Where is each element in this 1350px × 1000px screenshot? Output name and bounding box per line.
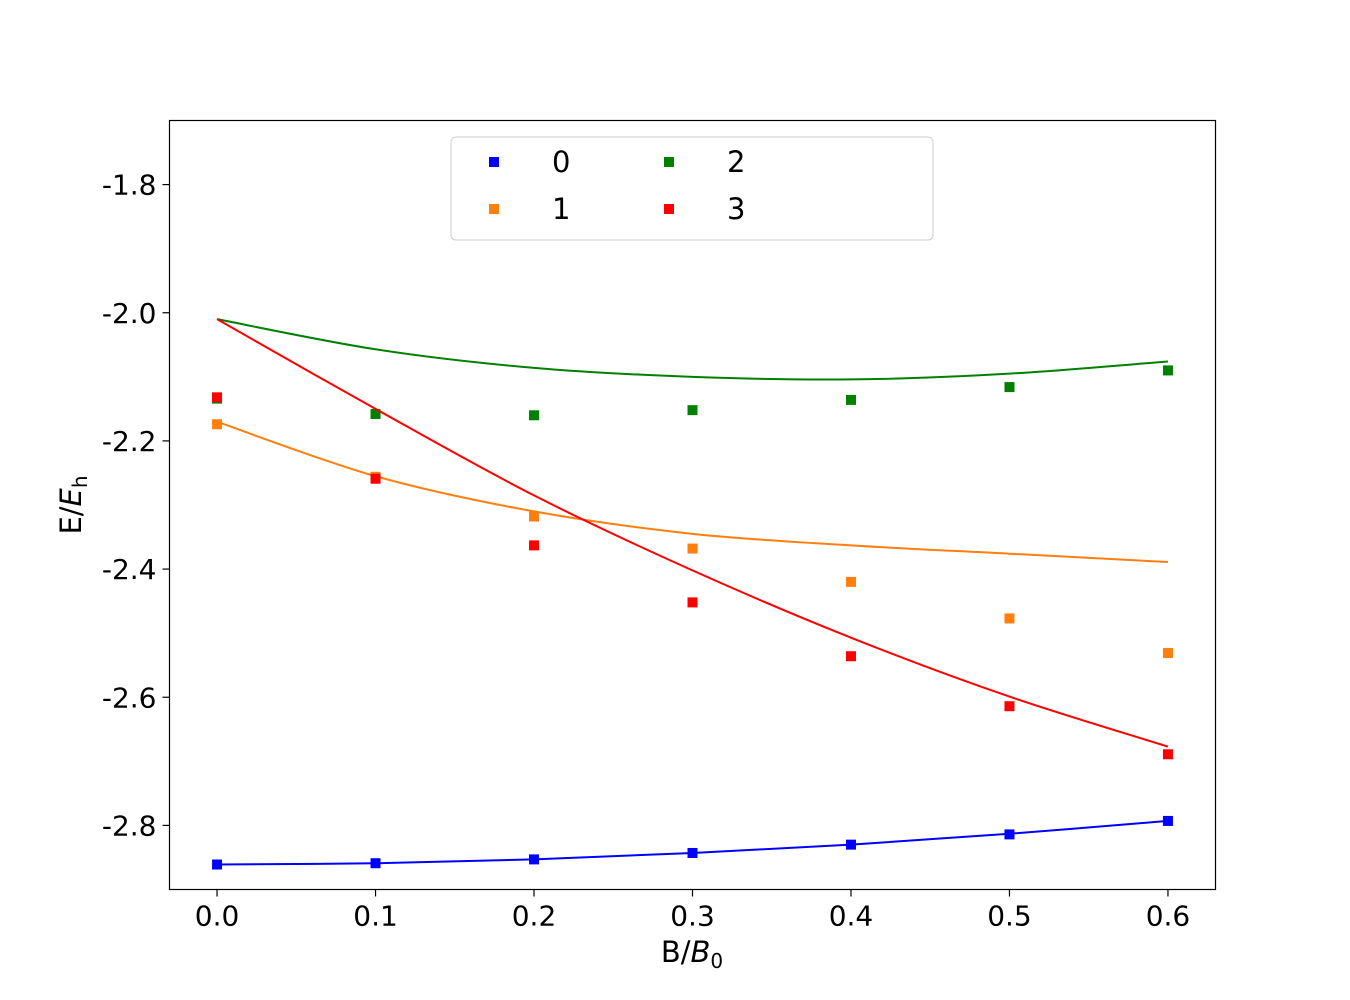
series-0-point [1162,815,1173,826]
series-3-line [216,318,1169,748]
x-axis-label-var: B [691,935,711,969]
x-tick-label: 0.1 [353,900,398,933]
series-2-point [1162,365,1173,376]
x-axis-label: B/B0 [661,935,723,973]
series-3-point [370,473,381,484]
x-tick-label: 0.3 [670,900,715,933]
series-3-point [212,392,223,403]
legend: 0 1 2 3 [450,136,934,241]
series-2-point [370,409,381,420]
series-3-point [1162,749,1173,760]
series-3-point [687,597,698,608]
x-tick-label: 0.0 [195,900,240,933]
series-1-point [529,511,540,522]
y-tick-label: -2.4 [102,553,157,586]
series-2-point [845,394,856,405]
y-axis-label-sub: h [68,475,92,488]
y-axis-ticks: -1.8 -2.0 -2.2 -2.4 -2.6 -2.8 [102,169,170,842]
series-1-point [1004,613,1015,624]
legend-label-1: 1 [552,192,570,226]
legend-label-0: 0 [552,145,570,179]
x-tick-label: 0.2 [512,900,557,933]
series-0-point [370,858,381,869]
legend-entries: 0 1 2 3 [489,145,745,226]
series-0-point [687,847,698,858]
series-0-point [845,839,856,850]
x-tick-label: 0.5 [987,900,1032,933]
x-tick-label: 0.4 [829,900,874,933]
legend-label-2: 2 [727,145,745,179]
series-2-point [687,405,698,416]
series-3-point [1004,701,1015,712]
series-0-point [212,859,223,870]
y-axis-label: E/Eh [54,475,92,534]
legend-marker-0 [489,157,499,167]
legend-marker-3 [664,204,674,214]
series-1-line [216,420,1169,564]
x-tick-label: 0.6 [1146,900,1191,933]
series-1-point [845,576,856,587]
series-2-point [1004,382,1015,393]
legend-marker-1 [489,204,499,214]
legend-marker-2 [664,157,674,167]
legend-box [450,136,934,241]
x-axis-label-sub: 0 [710,949,723,973]
series-3-point [529,540,540,551]
series-2-point [529,410,540,421]
y-tick-label: -2.2 [102,425,157,458]
y-axis-label-main: E/ [54,506,88,534]
series-1-point [1162,648,1173,659]
y-tick-label: -2.6 [102,681,157,714]
series-1-point [687,543,698,554]
x-axis-label-main: B/ [661,935,691,969]
series-0-point [1004,829,1015,840]
plot-layer [212,318,1173,870]
y-tick-label: -2.0 [102,297,157,330]
x-axis-ticks: 0.0 0.1 0.2 0.3 0.4 0.5 0.6 [195,889,1191,933]
y-axis-label-var: E [54,487,88,506]
series-2-line [216,318,1169,381]
series-0-point [529,854,540,865]
y-tick-label: -1.8 [102,169,157,202]
series-1-point [212,419,223,430]
series-3-point [845,651,856,662]
legend-label-3: 3 [727,192,745,226]
y-tick-label: -2.8 [102,809,157,842]
